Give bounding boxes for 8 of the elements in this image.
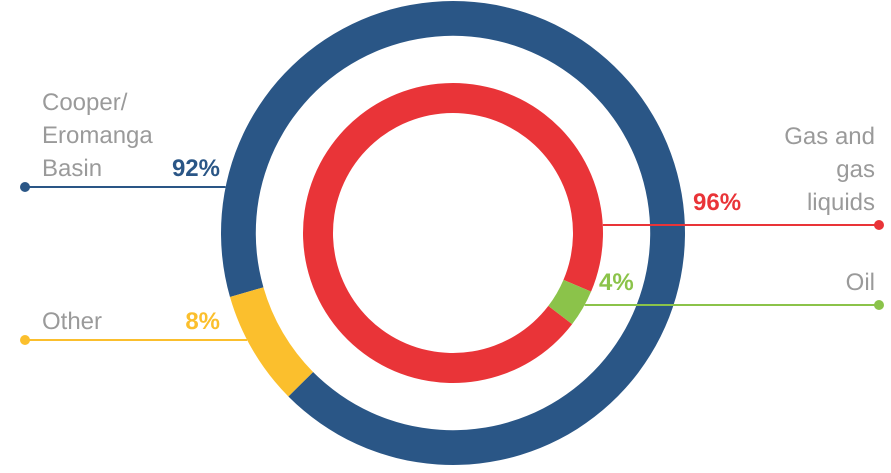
data-label: 4%	[599, 269, 634, 296]
slice-label: Cooper/ Eromanga Basin	[42, 89, 154, 182]
slice-label: Gas and gas liquids	[784, 123, 875, 216]
slice-label: Other	[42, 308, 102, 335]
data-label: 96%	[693, 189, 742, 216]
slice-label: Oil	[846, 269, 875, 296]
data-label: 92%	[172, 155, 220, 182]
data-label: 8%	[185, 308, 220, 335]
